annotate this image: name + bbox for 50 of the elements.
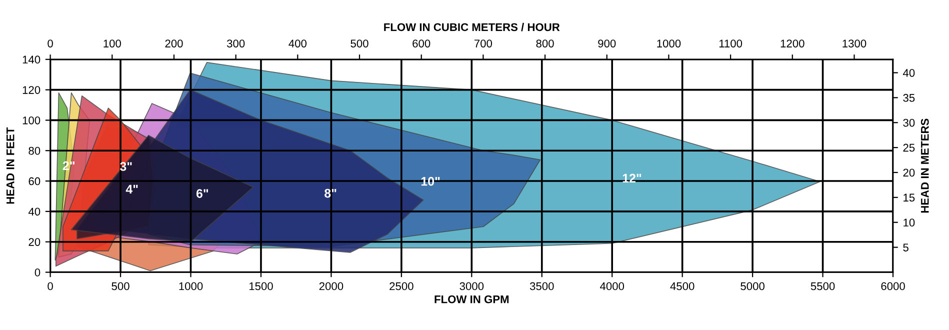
x-tick-label: 5500 [810,282,835,290]
x-tick-label: 1000 [179,282,203,290]
x2-tick-label: 600 [412,40,430,48]
y2-tick-label: 30 [903,118,915,127]
y2-tick-label: 10 [904,218,915,227]
x-tick-label: 5000 [740,282,764,290]
x2-tick-label: 300 [226,40,245,48]
y-tick-label: 60 [28,177,40,186]
x-tick-label: 2500 [390,282,414,290]
x2-tick-label: 800 [536,40,554,48]
x2-tick-label: 1000 [657,40,681,48]
series-label: 3" [120,162,132,171]
y-axis-title: HEAD IN FEET [6,127,14,204]
y-tick-label: 120 [22,86,40,94]
y2-tick-label: 15 [904,194,915,202]
y-tick-label: 0 [34,268,40,276]
y-tick-label: 140 [22,56,40,64]
x-tick-label: 500 [112,282,130,290]
x-tick-label: 4000 [600,282,624,290]
y-tick-label: 100 [22,116,40,124]
x-axis-title: FLOW IN GPM [434,295,509,304]
y2-tick-label: 20 [903,168,915,177]
y2-tick-label: 35 [903,94,915,102]
y2-tick-label: 5 [903,244,908,252]
y2-tick-label: 25 [903,144,915,152]
x2-tick-label: 500 [350,40,368,48]
x2-tick-label: 900 [598,40,616,48]
x-tick-label: 1500 [249,282,273,290]
x-tick-label: 6000 [881,282,905,290]
x2-tick-label: 400 [288,40,306,48]
x-tick-label: 4500 [670,282,694,290]
x2-tick-label: 200 [165,40,183,48]
x2-tick-label: 700 [474,40,492,48]
y-tick-label: 80 [28,146,40,155]
x-tick-label: 3000 [460,282,484,290]
x2-axis-title: FLOW IN CUBIC METERS / HOUR [384,22,560,32]
x-tick-label: 2000 [319,282,344,290]
x2-tick-label: 100 [104,40,121,48]
series-label: 6" [196,189,208,198]
x-tick-label: 3500 [530,282,554,290]
x2-tick-label: 1300 [842,40,866,48]
series-label: 4" [126,184,138,194]
x2-tick-label: 0 [48,40,53,48]
x2-tick-label: 1200 [780,40,804,48]
y-tick-label: 40 [28,208,40,216]
x-tick-label: 0 [48,282,53,290]
x2-tick-label: 1100 [719,40,742,48]
y2-tick-label: 40 [902,68,915,77]
y2-axis-title: HEAD IN METERS [920,118,929,213]
y-tick-label: 20 [28,238,40,246]
